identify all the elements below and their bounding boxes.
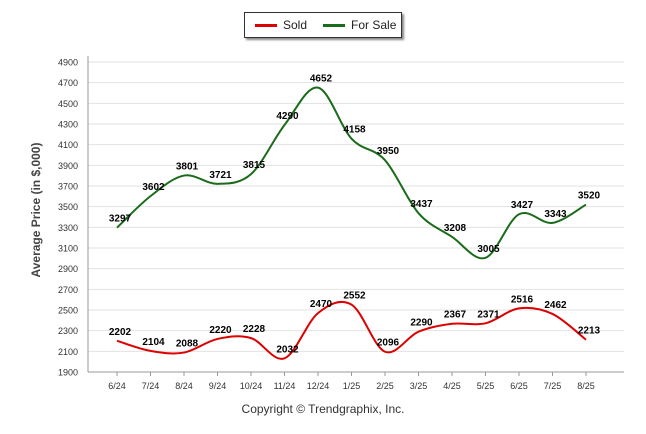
y-tick-label: 3900 [58, 161, 78, 171]
data-label: 3815 [243, 160, 266, 171]
series-lines [116, 86, 587, 360]
x-tick-label: 9/24 [209, 381, 227, 391]
y-tick-label: 3100 [58, 244, 78, 254]
data-label: 4652 [310, 74, 333, 85]
data-label: 3297 [109, 214, 132, 225]
legend-label-for-sale: For Sale [351, 18, 397, 32]
data-label: 3208 [444, 223, 467, 234]
y-tick-label: 2100 [58, 347, 78, 357]
data-labels: 2202 2104 2088 2220 2228 2032 2470 2552 2096 2290… [109, 74, 601, 356]
data-label: 3343 [544, 209, 567, 220]
x-tick-label: 4/25 [443, 381, 461, 391]
legend-swatch-sold [255, 23, 277, 27]
x-tick-label: 6/24 [108, 381, 126, 391]
data-label: 4158 [343, 125, 366, 136]
y-tick-label: 4700 [58, 78, 78, 88]
data-label: 2213 [578, 326, 601, 337]
series-line-for-sale [116, 86, 587, 260]
y-tick-labels: 1900 2100 2300 2500 2700 2900 3100 3300 3500 3700… [58, 58, 78, 378]
x-tick-label: 5/25 [477, 381, 495, 391]
y-tick-label: 2500 [58, 306, 78, 316]
x-tick-label: 10/24 [240, 381, 263, 391]
y-tick-label: 4300 [58, 120, 78, 130]
data-label: 2470 [310, 299, 333, 310]
x-tick-labels: 6/24 7/24 8/24 9/24 10/24 11/24 12/24 1/25 2/25 3… [108, 381, 595, 391]
x-tick-label: 6/25 [510, 381, 528, 391]
data-label: 3801 [176, 162, 199, 173]
x-tick-label: 1/25 [343, 381, 361, 391]
y-tick-label: 3300 [58, 223, 78, 233]
data-label: 2290 [410, 318, 433, 329]
x-tick-label: 8/25 [577, 381, 595, 391]
y-tick-label: 1900 [58, 368, 78, 378]
x-tick-label: 3/25 [410, 381, 428, 391]
data-label: 3721 [209, 170, 232, 181]
legend-item-for-sale[interactable]: For Sale [313, 18, 396, 32]
data-label: 2462 [544, 300, 567, 311]
data-label: 3520 [578, 191, 601, 202]
x-tick-label: 11/24 [274, 381, 296, 391]
x-tick-label: 7/25 [544, 381, 562, 391]
data-label: 2371 [477, 309, 500, 320]
data-label: 3950 [377, 146, 400, 157]
data-label: 2088 [176, 339, 199, 350]
data-label: 3427 [511, 200, 534, 211]
series-line-sold [116, 300, 587, 360]
legend: Sold For Sale [244, 12, 402, 38]
axes [87, 56, 624, 376]
legend-label-sold: Sold [283, 18, 308, 32]
data-label: 2096 [377, 338, 400, 349]
y-axis-label: Average Price (in $,000) [29, 142, 43, 278]
x-tick-label: 2/25 [376, 381, 394, 391]
y-tick-label: 3500 [58, 202, 78, 212]
data-label: 2552 [343, 291, 366, 302]
data-label: 2220 [209, 325, 232, 336]
data-label: 2367 [444, 310, 467, 321]
legend-swatch-for-sale [323, 23, 346, 27]
data-label: 3005 [477, 244, 500, 255]
data-label: 3602 [142, 182, 165, 193]
data-label: 2516 [511, 294, 534, 305]
data-label: 2202 [109, 327, 132, 338]
x-tick-label: 7/24 [142, 381, 160, 391]
y-tick-label: 2900 [58, 264, 78, 274]
data-label: 4290 [276, 111, 299, 122]
x-tick-label: 8/24 [175, 381, 193, 391]
legend-item-sold[interactable]: Sold [245, 18, 307, 32]
data-label: 2228 [243, 324, 266, 335]
y-tick-label: 3700 [58, 182, 78, 192]
data-label: 2104 [142, 337, 165, 348]
y-tick-label: 2300 [58, 326, 78, 336]
copyright-text: Copyright © Trendgraphix, Inc. [241, 402, 405, 416]
y-tick-label: 4500 [58, 99, 78, 109]
y-tick-label: 4100 [58, 140, 78, 150]
y-tick-label: 4900 [58, 58, 78, 68]
x-tick-label: 12/24 [307, 381, 330, 391]
grid-lines [88, 61, 624, 373]
data-label: 3437 [410, 199, 433, 210]
data-label: 2032 [276, 344, 299, 355]
y-tick-label: 2700 [58, 285, 78, 295]
